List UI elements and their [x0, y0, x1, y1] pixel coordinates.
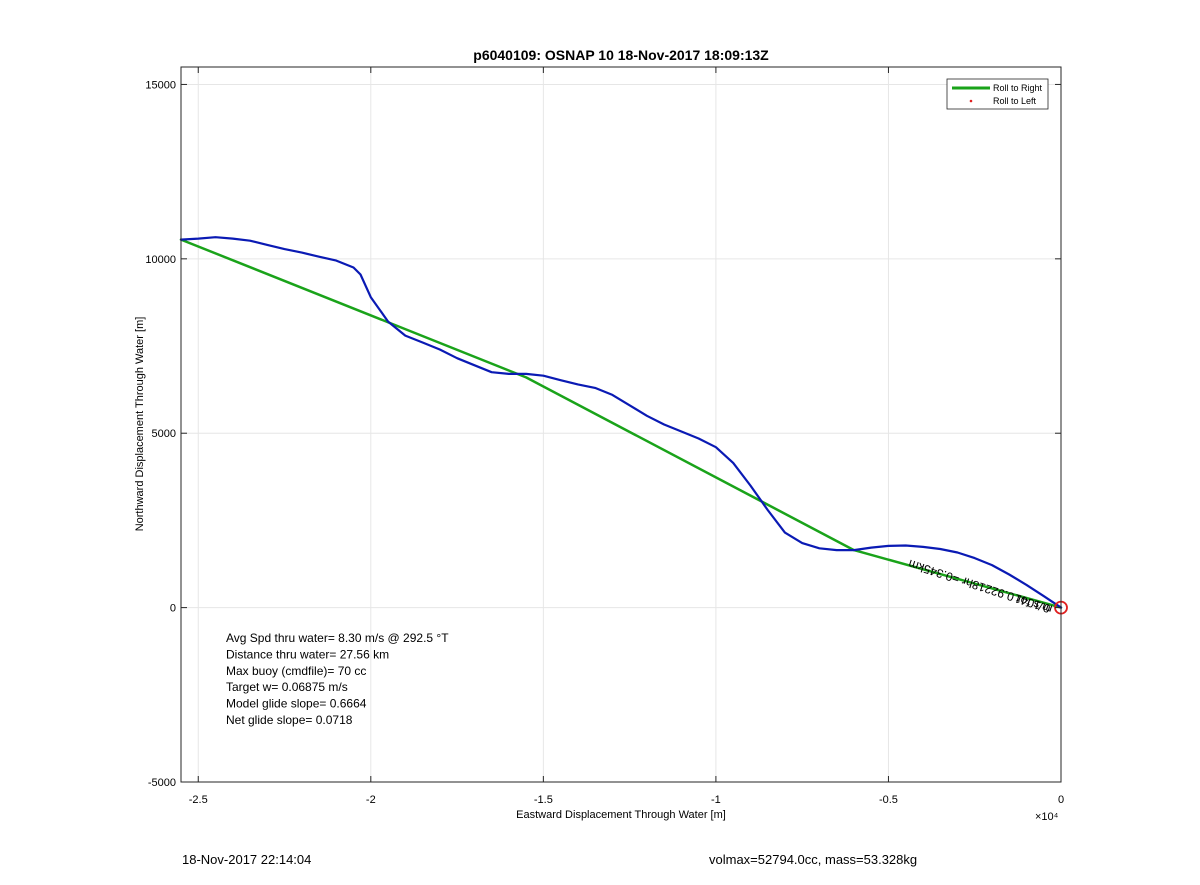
stats-annotation-line: Distance thru water= 27.56 km: [226, 647, 389, 661]
series-line-roll-to-right: [179, 238, 1063, 609]
stats-annotation-line: Max buoy (cmdfile)= 70 cc: [226, 664, 366, 678]
footer-mass-info: volmax=52794.0cc, mass=53.328kg: [709, 852, 918, 867]
x-tick-label: -2.5: [189, 794, 208, 806]
x-exponent-label: ×10⁴: [1035, 811, 1059, 823]
chart-title: p6040109: OSNAP 10 18-Nov-2017 18:09:13Z: [473, 47, 769, 63]
legend-label-roll-right: Roll to Right: [993, 83, 1043, 93]
stats-annotation-line: Target w= 0.06875 m/s: [226, 680, 348, 694]
legend-box: [946, 78, 1049, 110]
legend-label-roll-left: Roll to Left: [993, 96, 1037, 106]
axes-box: [180, 66, 1062, 783]
y-tick-label: 10000: [145, 254, 176, 266]
axes: [180, 66, 1062, 783]
footer-timestamp: 18-Nov-2017 22:14:04: [182, 852, 312, 867]
x-tick-label: -1.5: [534, 794, 553, 806]
x-axis-label: Eastward Displacement Through Water [m]: [516, 809, 726, 821]
x-tick-label: -2: [366, 794, 376, 806]
stats-annotation-line: Avg Spd thru water= 8.30 m/s @ 292.5 °T: [226, 631, 449, 645]
stats-annotation-line: Net glide slope= 0.0718: [226, 713, 353, 727]
stats-annotations: Avg Spd thru water= 8.30 m/s @ 292.5 °T D…: [226, 631, 449, 727]
x-tick-label: -0.5: [879, 794, 898, 806]
y-tick-label: 15000: [145, 79, 176, 91]
y-tick-label: 5000: [152, 428, 176, 440]
y-axis-label: Northward Displacement Through Water [m]: [134, 317, 146, 532]
y-tick-label: 0: [170, 603, 176, 615]
stats-annotation-line: Model glide slope= 0.6664: [226, 697, 367, 711]
x-tick-label: -1: [711, 794, 721, 806]
tick-labels: -2.5 -2 -1.5 -1 -0.5 0 -5000 0 5000 10000 15000: [145, 67, 1064, 806]
y-tick-label: -5000: [148, 777, 176, 789]
x-tick-label: 0: [1058, 794, 1064, 806]
legend-marker-roll-left: [969, 99, 973, 103]
legend: Roll to Right Roll to Left: [946, 78, 1049, 110]
series-line-track: [179, 236, 1063, 609]
